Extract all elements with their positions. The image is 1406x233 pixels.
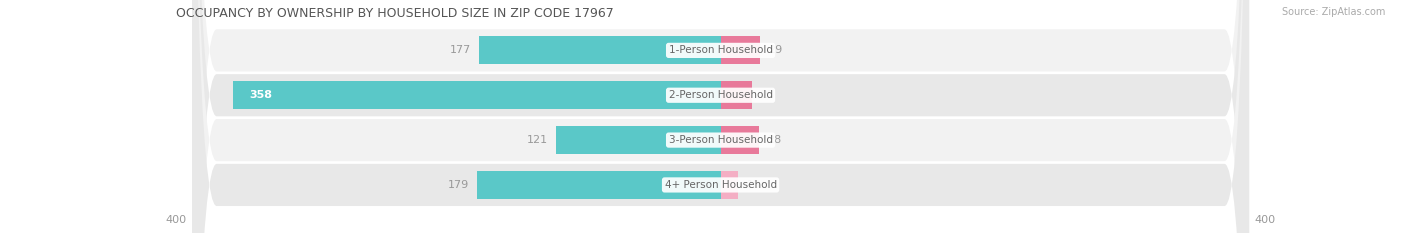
Bar xyxy=(721,171,738,199)
Bar xyxy=(233,81,721,109)
Bar xyxy=(477,171,721,199)
Text: OCCUPANCY BY OWNERSHIP BY HOUSEHOLD SIZE IN ZIP CODE 17967: OCCUPANCY BY OWNERSHIP BY HOUSEHOLD SIZE… xyxy=(176,7,613,20)
Text: 13: 13 xyxy=(747,180,761,190)
Text: 177: 177 xyxy=(450,45,471,55)
Text: 2-Person Household: 2-Person Household xyxy=(669,90,772,100)
Text: 3-Person Household: 3-Person Household xyxy=(669,135,772,145)
FancyBboxPatch shape xyxy=(193,0,1249,233)
Text: Source: ZipAtlas.com: Source: ZipAtlas.com xyxy=(1281,7,1385,17)
Bar xyxy=(721,81,752,109)
Text: 358: 358 xyxy=(249,90,273,100)
FancyBboxPatch shape xyxy=(193,0,1249,233)
FancyBboxPatch shape xyxy=(193,0,1249,233)
Text: 121: 121 xyxy=(526,135,547,145)
Text: 4+ Person Household: 4+ Person Household xyxy=(665,180,776,190)
Text: 1-Person Household: 1-Person Household xyxy=(669,45,772,55)
Text: 28: 28 xyxy=(766,135,782,145)
Bar xyxy=(555,126,721,154)
Text: 23: 23 xyxy=(761,90,775,100)
FancyBboxPatch shape xyxy=(193,0,1249,233)
Text: 179: 179 xyxy=(447,180,468,190)
Bar xyxy=(721,126,759,154)
Bar xyxy=(721,37,761,64)
Text: 29: 29 xyxy=(768,45,783,55)
Bar xyxy=(479,37,721,64)
